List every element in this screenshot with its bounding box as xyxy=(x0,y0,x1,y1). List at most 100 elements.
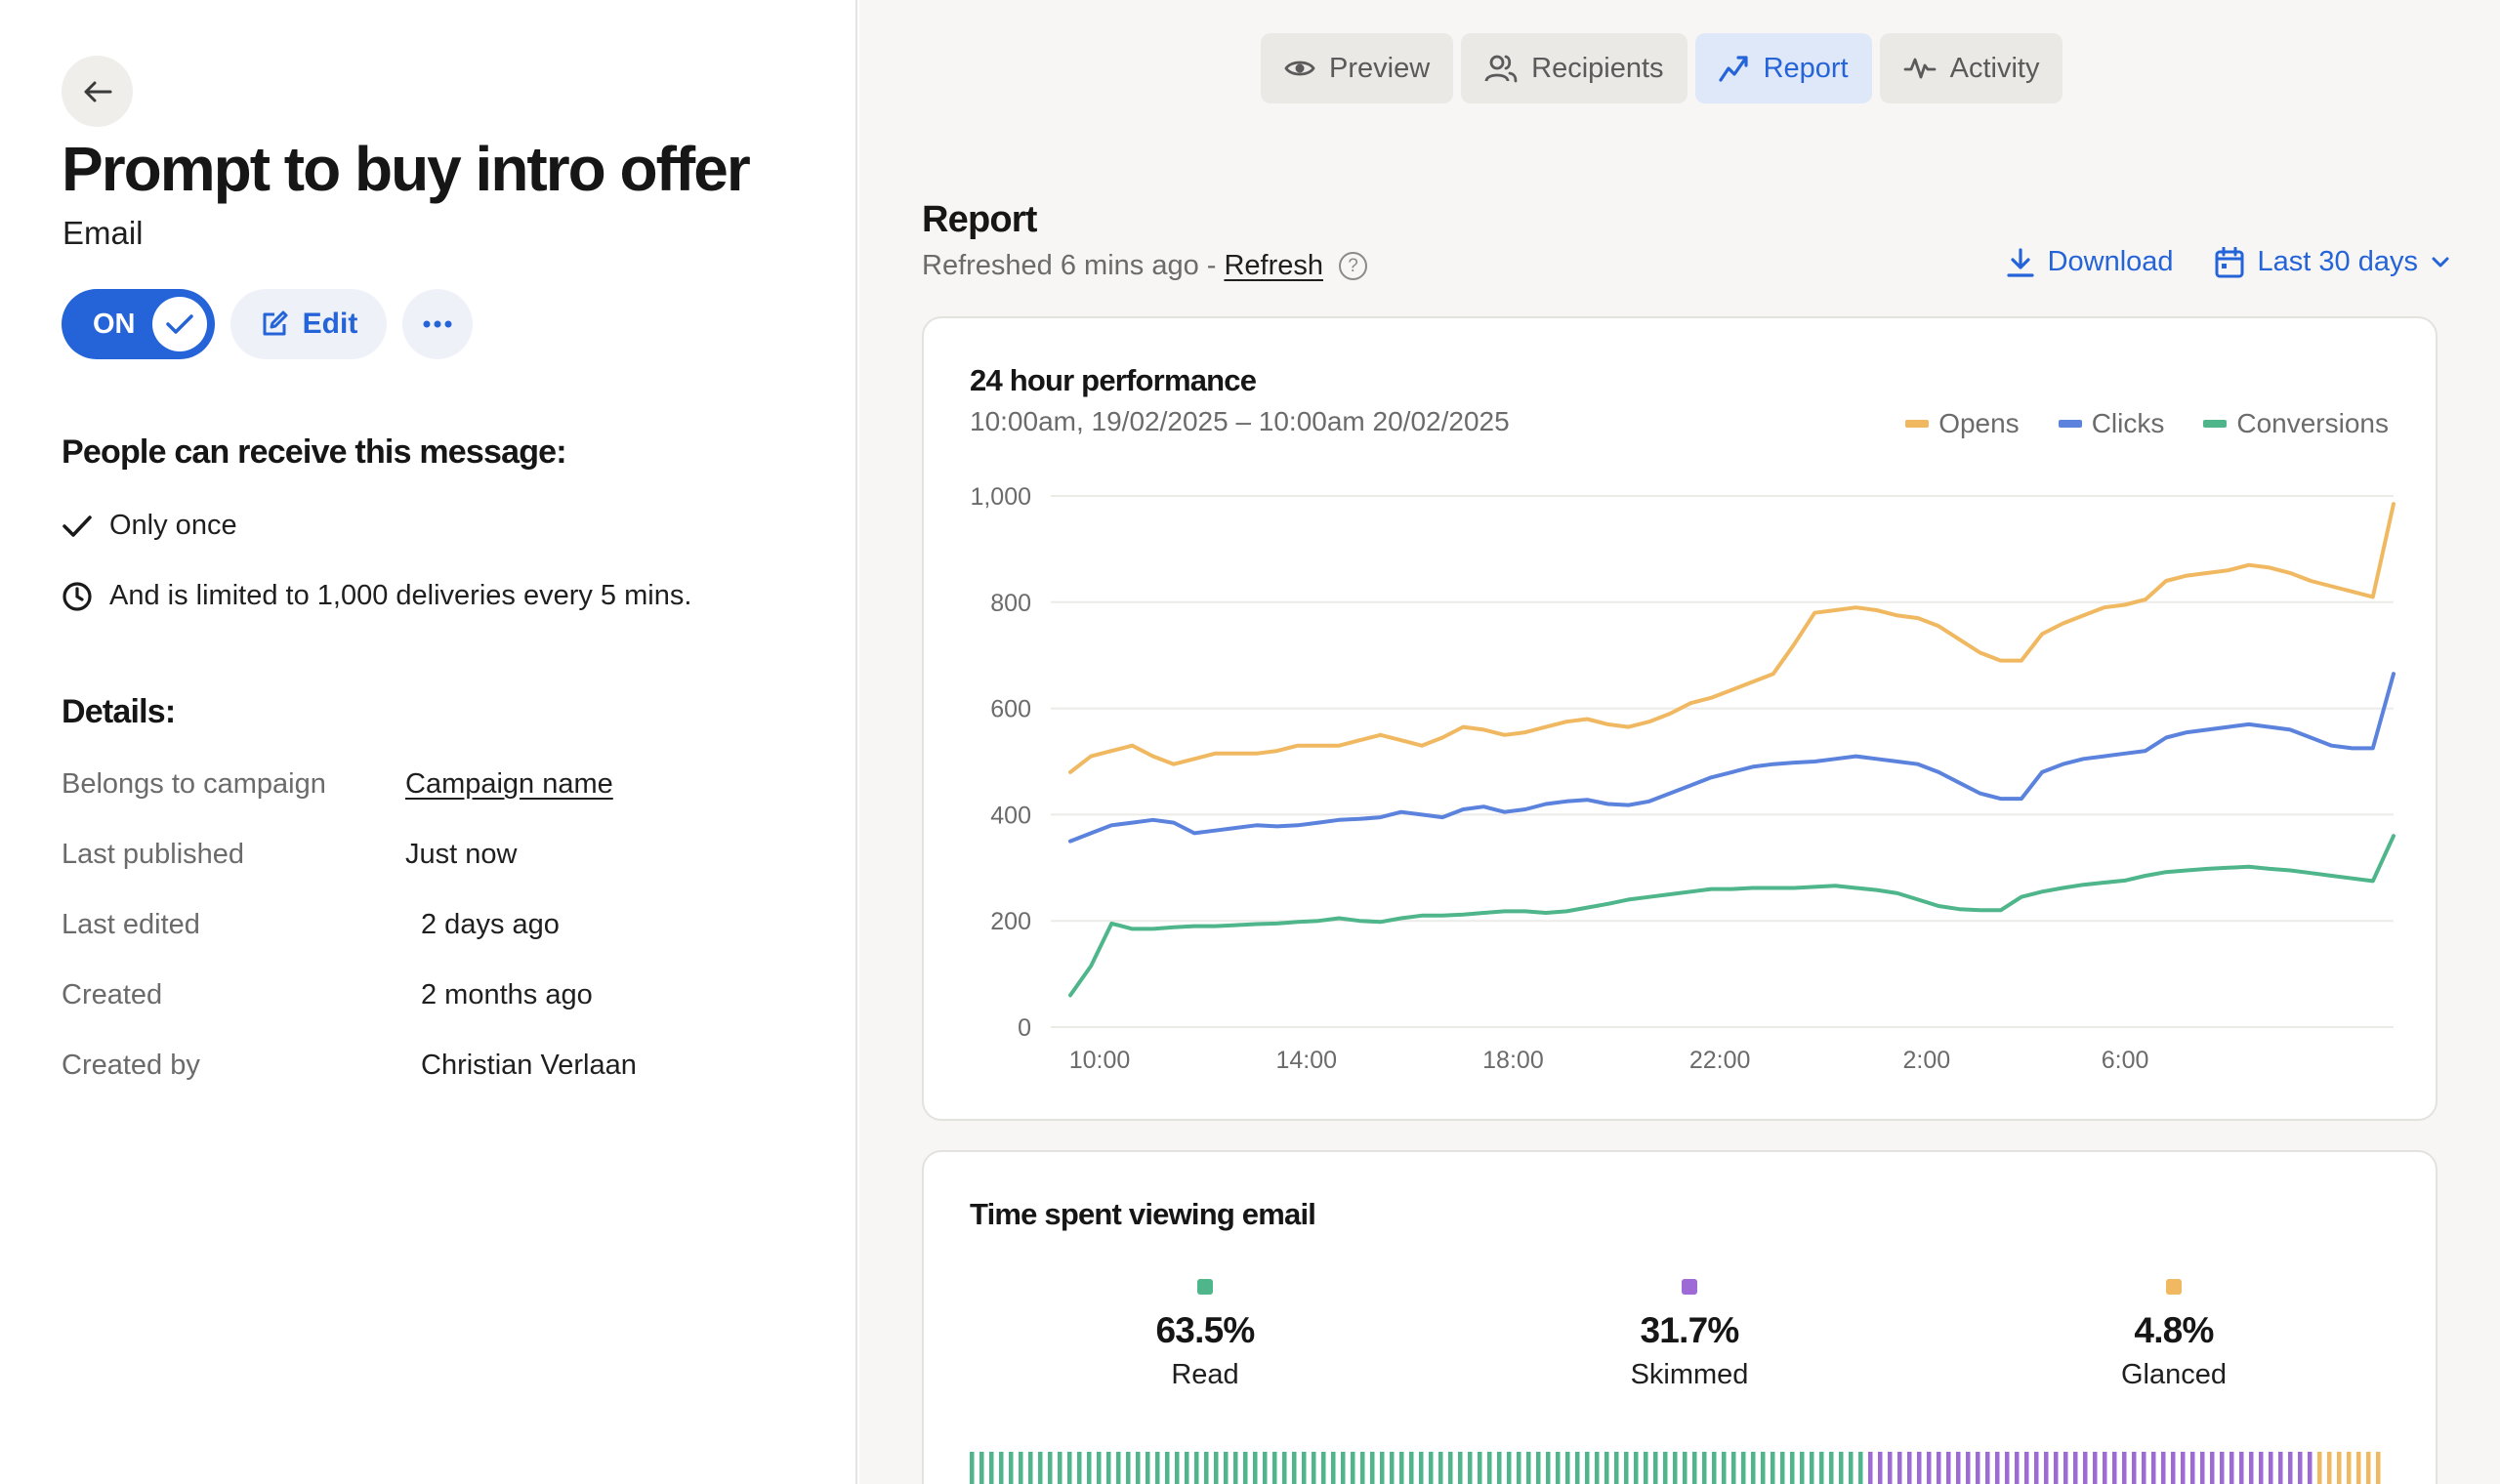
distribution-stripe-read xyxy=(1175,1452,1180,1484)
distribution-stripe-read xyxy=(1517,1452,1521,1484)
campaign-link[interactable]: Campaign name xyxy=(405,768,613,800)
chevron-down-icon xyxy=(2432,257,2449,267)
time-spent-card: Time spent viewing email 63.5% Read 31.7… xyxy=(922,1150,2438,1484)
arrow-left-icon xyxy=(84,81,111,102)
details-heading: Details: xyxy=(62,693,176,730)
distribution-stripe-read xyxy=(1341,1452,1346,1484)
distribution-stripe-read xyxy=(1302,1452,1307,1484)
y-tick-label: 800 xyxy=(990,590,1031,617)
distribution-stripe-glanced xyxy=(2347,1452,2352,1484)
report-actions: Download Last 30 days xyxy=(2006,246,2449,278)
stat-dot xyxy=(1197,1279,1213,1295)
distribution-stripe-read xyxy=(1722,1452,1727,1484)
distribution-stripe-read xyxy=(1702,1452,1707,1484)
report-heading: Report xyxy=(922,199,1037,240)
legend-label: Conversions xyxy=(2236,408,2389,438)
back-button[interactable] xyxy=(62,56,133,127)
distribution-stripe-read xyxy=(1526,1452,1531,1484)
tab-label: Activity xyxy=(1949,52,2040,84)
stat-label: Read xyxy=(1171,1359,1239,1390)
status-toggle[interactable]: ON xyxy=(62,289,215,359)
message-type: Email xyxy=(62,215,144,251)
edit-button[interactable]: Edit xyxy=(230,289,387,359)
distribution-stripe-skimmed xyxy=(2054,1452,2059,1484)
distribution-stripe-glanced xyxy=(2356,1452,2361,1484)
distribution-stripe-glanced xyxy=(2337,1452,2342,1484)
distribution-stripe-skimmed xyxy=(1937,1452,1941,1484)
distribution-stripe-skimmed xyxy=(1927,1452,1932,1484)
distribution-stripe-read xyxy=(1497,1452,1502,1484)
distribution-stripe-read xyxy=(1819,1452,1824,1484)
rule-text: And is limited to 1,000 deliveries every… xyxy=(109,580,692,611)
distribution-stripe-read xyxy=(1419,1452,1424,1484)
distribution-stripe-glanced xyxy=(2327,1452,2332,1484)
report-panel: Preview Recipients Report Activity Repor… xyxy=(859,0,2500,1484)
refresh-status: Refreshed 6 mins ago - Refresh ? xyxy=(922,250,1367,282)
stat-value: 63.5% xyxy=(1155,1310,1256,1350)
distribution-stripe-skimmed xyxy=(2063,1452,2068,1484)
trend-icon xyxy=(1718,56,1748,82)
distribution-stripe-read xyxy=(1429,1452,1434,1484)
distribution-stripe-read xyxy=(1272,1452,1277,1484)
distribution-stripe-read xyxy=(1087,1452,1092,1484)
legend-swatch xyxy=(2203,420,2228,428)
distribution-stripe-skimmed xyxy=(2161,1452,2166,1484)
check-icon xyxy=(62,515,92,537)
distribution-stripe-read xyxy=(1312,1452,1316,1484)
distribution-stripe-read xyxy=(1351,1452,1355,1484)
legend-label: Opens xyxy=(1938,408,2020,438)
distribution-stripe-read xyxy=(1683,1452,1688,1484)
more-options-button[interactable] xyxy=(402,289,473,359)
rule-only-once: Only once xyxy=(62,510,237,542)
time-spent-title: Time spent viewing email xyxy=(970,1197,1316,1231)
toggle-knob xyxy=(152,297,207,351)
distribution-stripe-read xyxy=(1126,1452,1131,1484)
distribution-stripe-skimmed xyxy=(2210,1452,2215,1484)
edit-label: Edit xyxy=(302,308,358,340)
detail-label: Belongs to campaign xyxy=(62,768,326,800)
chart-date-range: 10:00am, 19/02/2025 – 10:00am 20/02/2025 xyxy=(970,406,1510,436)
distribution-stripe-skimmed xyxy=(2249,1452,2254,1484)
distribution-stripe-read xyxy=(1019,1452,1023,1484)
distribution-stripe-read xyxy=(1380,1452,1385,1484)
distribution-stripe-read xyxy=(1009,1452,1014,1484)
stat-glanced: 4.8% Glanced xyxy=(2057,1279,2291,1391)
distribution-stripe-skimmed xyxy=(1888,1452,1893,1484)
distribution-stripe-read xyxy=(1604,1452,1609,1484)
distribution-stripe-read xyxy=(1829,1452,1834,1484)
distribution-stripe-read xyxy=(1478,1452,1482,1484)
distribution-stripe-read xyxy=(1507,1452,1512,1484)
stat-skimmed: 31.7% Skimmed xyxy=(1572,1279,1807,1391)
users-icon xyxy=(1484,55,1518,83)
x-tick-label: 10:00 xyxy=(1069,1047,1131,1074)
performance-chart: 0 200 400 600 800 1,000 10:00 14:00 18:00 22:00 2:… xyxy=(970,483,2396,1074)
tab-activity[interactable]: Activity xyxy=(1879,33,2063,103)
distribution-stripe-skimmed xyxy=(1995,1452,2000,1484)
eye-icon xyxy=(1284,61,1315,76)
distribution-stripe-read xyxy=(1663,1452,1668,1484)
distribution-stripe-read xyxy=(1653,1452,1658,1484)
distribution-stripe-read xyxy=(1155,1452,1160,1484)
download-label: Download xyxy=(2047,246,2174,277)
tab-label: Recipients xyxy=(1531,52,1664,84)
detail-label: Last published xyxy=(62,839,245,870)
distribution-stripe-read xyxy=(1321,1452,1326,1484)
refresh-link[interactable]: Refresh xyxy=(1224,250,1323,281)
distribution-stripe-read xyxy=(1565,1452,1570,1484)
distribution-stripe-read xyxy=(1585,1452,1590,1484)
clock-icon xyxy=(62,581,92,611)
download-button[interactable]: Download xyxy=(2006,246,2174,278)
help-icon[interactable]: ? xyxy=(1338,252,1367,280)
distribution-stripe-skimmed xyxy=(2122,1452,2127,1484)
date-range-label: Last 30 days xyxy=(2257,246,2418,277)
tab-label: Report xyxy=(1763,52,1849,84)
y-tick-label: 200 xyxy=(990,908,1031,935)
date-range-select[interactable]: Last 30 days xyxy=(2215,246,2449,278)
rule-text: Only once xyxy=(109,510,237,541)
tab-recipients[interactable]: Recipients xyxy=(1461,33,1688,103)
distribution-stripe-skimmed xyxy=(2298,1452,2303,1484)
tab-preview[interactable]: Preview xyxy=(1261,33,1454,103)
check-icon xyxy=(166,314,193,334)
distribution-stripe-read xyxy=(999,1452,1004,1484)
tab-report[interactable]: Report xyxy=(1694,33,1872,103)
